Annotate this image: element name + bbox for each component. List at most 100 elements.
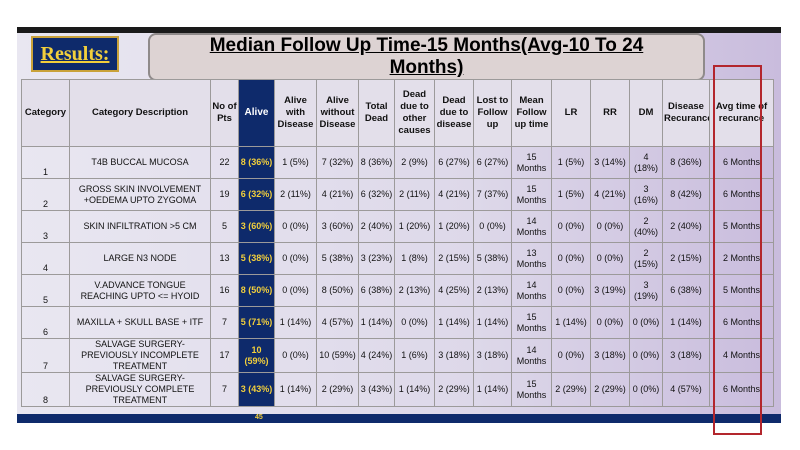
cell-lr: 0 (0%) [551, 242, 591, 275]
cell-description: V.ADVANCE TONGUE REACHING UPTO <= HYOID [69, 274, 211, 307]
cell-alive-with-disease: 0 (0%) [274, 242, 317, 275]
cell-alive-with-disease: 2 (11%) [274, 178, 317, 211]
cell-alive: 8 (36%) [238, 146, 275, 179]
cell-alive-without-disease: 10 (59%) [316, 338, 359, 373]
header-lr: LR [551, 79, 591, 147]
cell-category: 2 [21, 178, 70, 211]
cell-pts: 19 [210, 178, 239, 211]
cell-dm: 4 (18%) [629, 146, 663, 179]
cell-mean: 15 Months [511, 306, 552, 339]
cell-rr: 2 (29%) [590, 372, 630, 407]
cell-alive-without-disease: 4 (57%) [316, 306, 359, 339]
cell-alive-without-disease: 3 (60%) [316, 210, 359, 243]
cell-mean: 13 Months [511, 242, 552, 275]
cell-alive-without-disease: 2 (29%) [316, 372, 359, 407]
cell-dead-other: 1 (20%) [394, 210, 435, 243]
cell-lr: 1 (5%) [551, 146, 591, 179]
cell-recurance: 3 (18%) [662, 338, 710, 373]
cell-dm: 3 (16%) [629, 178, 663, 211]
cell-description: LARGE N3 NODE [69, 242, 211, 275]
title-line-1: Median Follow Up Time-15 Months(Avg-10 T… [209, 35, 644, 56]
header-category-description: Category Description [69, 79, 211, 147]
cell-pts: 7 [210, 372, 239, 407]
cell-total-dead: 2 (40%) [358, 210, 395, 243]
cell-total-dead: 4 (24%) [358, 338, 395, 373]
cell-pts: 5 [210, 210, 239, 243]
cell-pts: 7 [210, 306, 239, 339]
cell-dead-other: 1 (14%) [394, 372, 435, 407]
cell-dead-other: 2 (13%) [394, 274, 435, 307]
cell-lost: 1 (14%) [473, 306, 512, 339]
header-dead-other-causes: Dead due to other causes [394, 79, 435, 147]
cell-lost: 7 (37%) [473, 178, 512, 211]
cell-alive-with-disease: 1 (14%) [274, 306, 317, 339]
cell-category: 8 [21, 372, 70, 407]
header-rr: RR [590, 79, 630, 147]
table-row: 5 V.ADVANCE TONGUE REACHING UPTO <= HYOI… [21, 274, 774, 307]
cell-rr: 0 (0%) [590, 210, 630, 243]
cell-avg-recurance: 6 Months [709, 146, 774, 179]
cell-category: 1 [21, 146, 70, 179]
table-row: 3 SKIN INFILTRATION >5 CM 5 3 (60%) 0 (0… [21, 210, 774, 243]
cell-recurance: 8 (36%) [662, 146, 710, 179]
cell-description: SALVAGE SURGERY-PREVIOUSLY INCOMPLETE TR… [69, 338, 211, 373]
cell-recurance: 6 (38%) [662, 274, 710, 307]
cell-rr: 3 (14%) [590, 146, 630, 179]
cell-mean: 14 Months [511, 210, 552, 243]
table-row: 1 T4B BUCCAL MUCOSA 22 8 (36%) 1 (5%) 7 … [21, 146, 774, 179]
bottom-bar [17, 414, 781, 423]
title-line-2: Months) [389, 57, 464, 78]
cell-category: 5 [21, 274, 70, 307]
cell-alive-without-disease: 8 (50%) [316, 274, 359, 307]
cell-recurance: 2 (40%) [662, 210, 710, 243]
header-mean-follow-up: Mean Follow up time [511, 79, 552, 147]
cell-mean: 14 Months [511, 338, 552, 373]
cell-dead-disease: 1 (20%) [434, 210, 474, 243]
cell-category: 4 [21, 242, 70, 275]
table-row: 4 LARGE N3 NODE 13 5 (38%) 0 (0%) 5 (38%… [21, 242, 774, 275]
header-alive-without-disease: Alive without Disease [316, 79, 359, 147]
cell-description: MAXILLA + SKULL BASE + ITF [69, 306, 211, 339]
cell-pts: 22 [210, 146, 239, 179]
cell-alive: 10 (59%) [238, 338, 275, 373]
table-row: 2 GROSS SKIN INVOLVEMENT +OEDEMA UPTO ZY… [21, 178, 774, 211]
cell-rr: 0 (0%) [590, 242, 630, 275]
table-row: 7 SALVAGE SURGERY-PREVIOUSLY INCOMPLETE … [21, 338, 774, 373]
cell-recurance: 1 (14%) [662, 306, 710, 339]
slide-title: Median Follow Up Time-15 Months(Avg-10 T… [148, 33, 705, 81]
cell-alive: 5 (38%) [238, 242, 275, 275]
cell-avg-recurance: 5 Months [709, 210, 774, 243]
cell-recurance: 2 (15%) [662, 242, 710, 275]
cell-dm: 0 (0%) [629, 306, 663, 339]
cell-description: SKIN INFILTRATION >5 CM [69, 210, 211, 243]
cell-lost: 0 (0%) [473, 210, 512, 243]
cell-pts: 16 [210, 274, 239, 307]
table-row: 8 SALVAGE SURGERY-PREVIOUSLY COMPLETE TR… [21, 372, 774, 407]
cell-total-dead: 3 (23%) [358, 242, 395, 275]
cell-description: T4B BUCCAL MUCOSA [69, 146, 211, 179]
cell-lost: 3 (18%) [473, 338, 512, 373]
cell-total-dead: 1 (14%) [358, 306, 395, 339]
cell-alive-with-disease: 1 (14%) [274, 372, 317, 407]
header-dm: DM [629, 79, 663, 147]
cell-lost: 2 (13%) [473, 274, 512, 307]
cell-lr: 0 (0%) [551, 210, 591, 243]
cell-total-dead: 6 (38%) [358, 274, 395, 307]
cell-rr: 0 (0%) [590, 306, 630, 339]
cell-alive-without-disease: 7 (32%) [316, 146, 359, 179]
cell-pts: 17 [210, 338, 239, 373]
results-table: Category Category Description No of Pts … [21, 79, 774, 407]
cell-dm: 3 (19%) [629, 274, 663, 307]
cell-rr: 3 (19%) [590, 274, 630, 307]
cell-description: GROSS SKIN INVOLVEMENT +OEDEMA UPTO ZYGO… [69, 178, 211, 211]
cell-mean: 15 Months [511, 146, 552, 179]
cell-alive-with-disease: 0 (0%) [274, 210, 317, 243]
cell-dead-disease: 4 (25%) [434, 274, 474, 307]
cell-dead-other: 1 (8%) [394, 242, 435, 275]
cell-avg-recurance: 4 Months [709, 338, 774, 373]
header-avg-time-recurance: Avg time of recurance [709, 79, 774, 147]
cell-alive: 3 (43%) [238, 372, 275, 407]
cell-avg-recurance: 6 Months [709, 372, 774, 407]
cell-dead-disease: 3 (18%) [434, 338, 474, 373]
header-dead-disease: Dead due to disease [434, 79, 474, 147]
